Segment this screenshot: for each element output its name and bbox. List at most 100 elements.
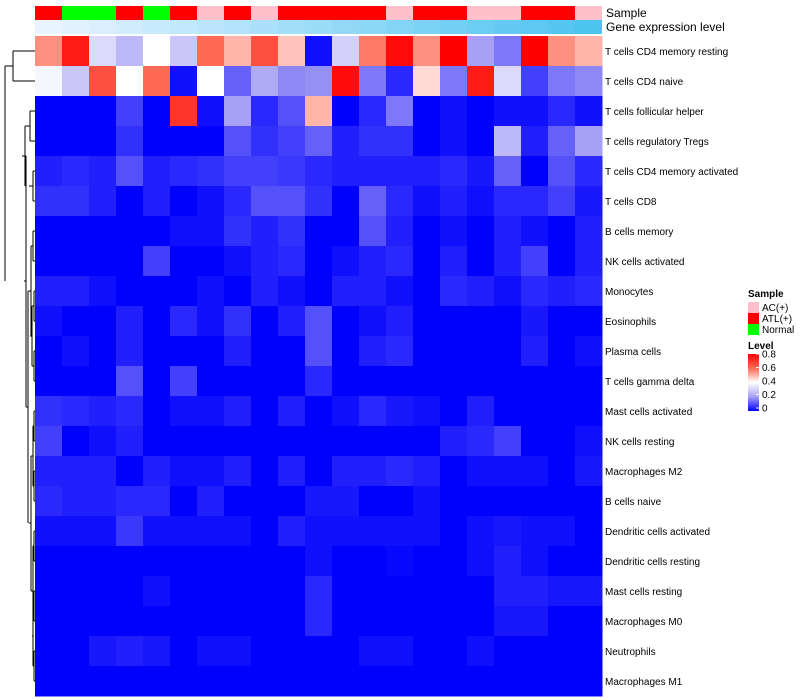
heatmap-cell bbox=[143, 336, 171, 367]
heatmap-cell bbox=[332, 66, 360, 97]
heatmap-cell bbox=[305, 426, 333, 457]
heatmap-cell bbox=[197, 576, 225, 607]
heatmap-cell bbox=[35, 396, 63, 427]
heatmap-cell bbox=[251, 426, 279, 457]
legend-sample-items: AC(+)ATL(+)Normal bbox=[748, 302, 794, 336]
heatmap-cell bbox=[143, 606, 171, 637]
row-label: NK cells resting bbox=[605, 437, 674, 448]
heatmap-cell bbox=[575, 96, 603, 127]
heatmap-cell bbox=[575, 336, 603, 367]
heatmap-cell bbox=[170, 156, 198, 187]
heatmap-cell bbox=[170, 456, 198, 487]
heatmap-cell bbox=[278, 576, 306, 607]
expression-annotation-cell bbox=[413, 20, 440, 34]
heatmap-cell bbox=[467, 486, 495, 517]
heatmap-cell bbox=[62, 156, 90, 187]
heatmap-cell bbox=[359, 186, 387, 217]
heatmap-cell bbox=[440, 216, 468, 247]
heatmap-cell bbox=[494, 456, 522, 487]
heatmap-cell bbox=[35, 546, 63, 577]
heatmap-cell bbox=[548, 666, 576, 697]
heatmap-cell bbox=[332, 336, 360, 367]
heatmap-cell bbox=[224, 216, 252, 247]
expression-annotation-cell bbox=[170, 20, 197, 34]
heatmap-cell bbox=[170, 606, 198, 637]
heatmap-cell bbox=[305, 516, 333, 547]
heatmap-cell bbox=[143, 366, 171, 397]
heatmap-cell bbox=[548, 96, 576, 127]
row-label: Macrophages M2 bbox=[605, 467, 683, 478]
heatmap-cell bbox=[467, 156, 495, 187]
heatmap-cell bbox=[440, 366, 468, 397]
heatmap-cell bbox=[116, 246, 144, 277]
heatmap-cell bbox=[440, 186, 468, 217]
heatmap-cell bbox=[170, 366, 198, 397]
heatmap-cell bbox=[521, 396, 549, 427]
heatmap-cell bbox=[170, 216, 198, 247]
heatmap-cell bbox=[467, 426, 495, 457]
heatmap-cell bbox=[224, 336, 252, 367]
heatmap-cell bbox=[278, 456, 306, 487]
heatmap-cell bbox=[251, 546, 279, 577]
legend-tick-label: 0.2 bbox=[762, 390, 776, 401]
expression-annotation-cell bbox=[35, 20, 62, 34]
row-label: Dendritic cells resting bbox=[605, 557, 700, 568]
heatmap-cell bbox=[494, 636, 522, 667]
heatmap-cell bbox=[548, 456, 576, 487]
heatmap-cell bbox=[521, 486, 549, 517]
heatmap-cell bbox=[62, 306, 90, 337]
heatmap-cell bbox=[521, 246, 549, 277]
heatmap-cell bbox=[89, 96, 117, 127]
heatmap-cell bbox=[467, 516, 495, 547]
heatmap-cell bbox=[548, 546, 576, 577]
heatmap-cell bbox=[143, 276, 171, 307]
heatmap-cell bbox=[575, 456, 603, 487]
heatmap-cell bbox=[143, 246, 171, 277]
heatmap-cell bbox=[35, 456, 63, 487]
heatmap-cell bbox=[62, 126, 90, 157]
heatmap-cell bbox=[467, 336, 495, 367]
heatmap-cell bbox=[413, 156, 441, 187]
heatmap-cell bbox=[332, 486, 360, 517]
heatmap-cell bbox=[494, 426, 522, 457]
heatmap-cell bbox=[305, 456, 333, 487]
heatmap-cell bbox=[224, 186, 252, 217]
heatmap-cell bbox=[467, 666, 495, 697]
heatmap-cell bbox=[467, 576, 495, 607]
heatmap-cell bbox=[278, 426, 306, 457]
sample-annotation-cell bbox=[548, 6, 575, 20]
heatmap-cell bbox=[170, 516, 198, 547]
heatmap-cell bbox=[413, 306, 441, 337]
heatmap-cell bbox=[440, 156, 468, 187]
heatmap-cell bbox=[521, 666, 549, 697]
heatmap-cell bbox=[521, 336, 549, 367]
row-label: B cells naive bbox=[605, 497, 662, 508]
heatmap-cell bbox=[359, 486, 387, 517]
heatmap-cell bbox=[305, 606, 333, 637]
expression-annotation-cell bbox=[332, 20, 359, 34]
sample-annotation-cell bbox=[89, 6, 116, 20]
heatmap-cell bbox=[521, 96, 549, 127]
heatmap-cell bbox=[305, 96, 333, 127]
heatmap-cell bbox=[332, 426, 360, 457]
heatmap-cell bbox=[467, 36, 495, 67]
heatmap-cell bbox=[521, 606, 549, 637]
heatmap-cell bbox=[521, 186, 549, 217]
heatmap-cell bbox=[62, 216, 90, 247]
heatmap-cell bbox=[62, 246, 90, 277]
heatmap-cell bbox=[332, 96, 360, 127]
expression-annotation-cell bbox=[224, 20, 251, 34]
heatmap-cell bbox=[62, 576, 90, 607]
heatmap-cell bbox=[143, 186, 171, 217]
heatmap-cell bbox=[494, 216, 522, 247]
heatmap-cell bbox=[62, 336, 90, 367]
heatmap-cell bbox=[251, 96, 279, 127]
sample-annotation-cell bbox=[251, 6, 278, 20]
heatmap-cell bbox=[440, 516, 468, 547]
heatmap-cell bbox=[278, 156, 306, 187]
heatmap-cell bbox=[143, 396, 171, 427]
row-label: Plasma cells bbox=[605, 347, 661, 358]
heatmap-cell bbox=[332, 516, 360, 547]
heatmap-cell bbox=[359, 336, 387, 367]
sample-annotation-cell bbox=[278, 6, 305, 20]
